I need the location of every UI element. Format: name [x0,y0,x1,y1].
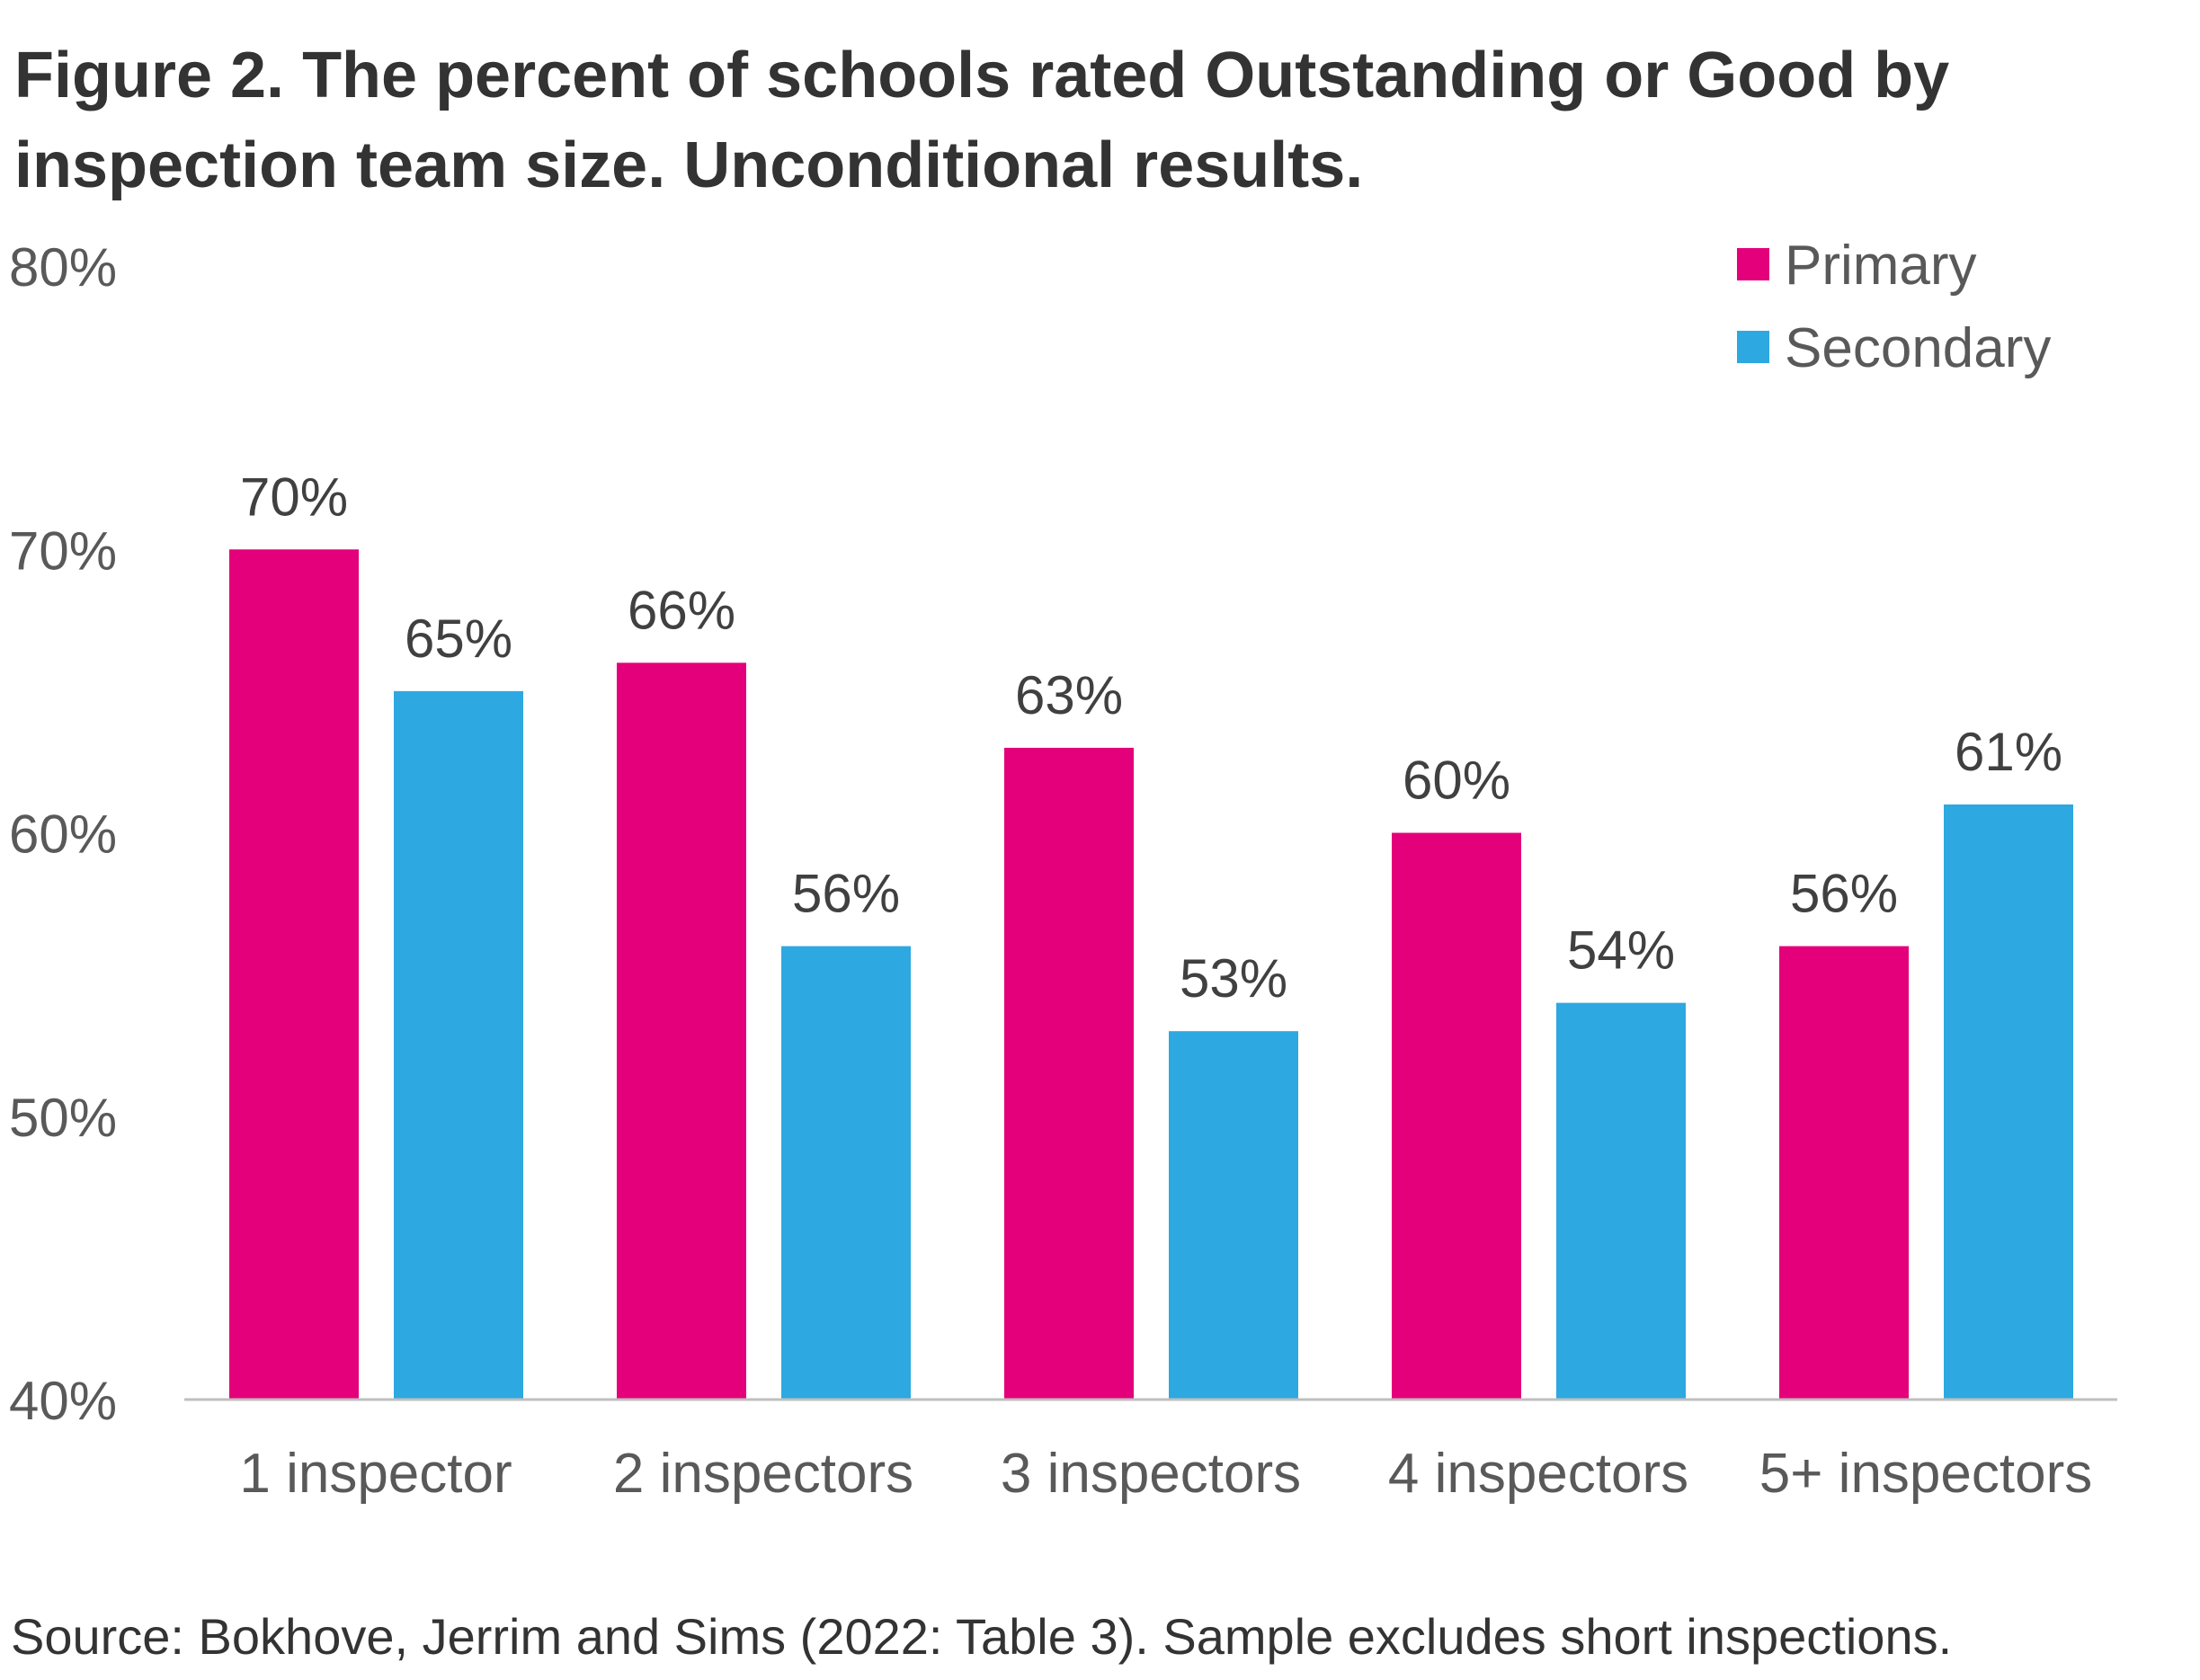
bar-secondary [781,946,911,1400]
bar-value-label: 70% [240,467,348,527]
legend-swatch-secondary [1737,331,1769,363]
chart-title-line-1: Figure 2. The percent of schools rated O… [14,40,1950,111]
x-category-label: 4 inspectors [1388,1443,1688,1505]
bar-primary [1779,946,1909,1400]
bar-primary [1004,747,1134,1400]
legend: Primary Secondary [1737,235,2051,379]
y-tick-label: 70% [9,520,117,581]
source-note: Source: Bokhove, Jerrim and Sims (2022: … [11,1608,1953,1665]
y-tick-label: 50% [9,1088,117,1148]
bar-value-label: 63% [1015,665,1123,725]
bar-value-label: 54% [1567,920,1675,981]
chart-title-line-2: inspection team size. Unconditional resu… [14,129,1364,201]
bar-value-label: 65% [405,609,512,669]
chart-title: Figure 2. The percent of schools rated O… [14,31,2172,210]
x-category-label: 2 inspectors [613,1443,913,1505]
x-category-label: 5+ inspectors [1759,1443,2093,1505]
bar-secondary [1944,804,2073,1400]
bar-primary [617,662,746,1400]
bar-secondary [1556,1002,1686,1400]
legend-swatch-primary [1737,248,1769,280]
bar-secondary [394,690,523,1400]
bar-secondary [1169,1031,1298,1400]
y-tick-label: 40% [9,1371,117,1431]
bars [229,549,2073,1400]
legend-label-secondary: Secondary [1785,317,2051,379]
x-category-label: 3 inspectors [1001,1443,1301,1505]
bar-value-label: 66% [628,580,735,640]
y-tick-label: 80% [9,237,117,298]
bar-value-label: 53% [1180,948,1287,1009]
bar-value-label: 56% [1790,864,1898,924]
bar-primary [1392,832,1521,1400]
bar-primary [229,549,359,1400]
x-category-label: 1 inspector [239,1443,512,1505]
bar-value-label: 60% [1403,751,1510,811]
y-axis-tick-labels: 40% 50% 60% 70% 80% [9,237,117,1431]
x-axis-category-labels: 1 inspector 2 inspectors 3 inspectors 4 ins… [239,1443,2092,1505]
bar-value-labels: 70% 65% 66% 56% 63% 53% 60% 54% 56% 61% [240,467,2062,1009]
y-tick-label: 60% [9,804,117,865]
legend-label-primary: Primary [1785,235,1977,297]
bar-value-label: 56% [792,864,900,924]
bar-value-label: 61% [1955,722,2062,782]
